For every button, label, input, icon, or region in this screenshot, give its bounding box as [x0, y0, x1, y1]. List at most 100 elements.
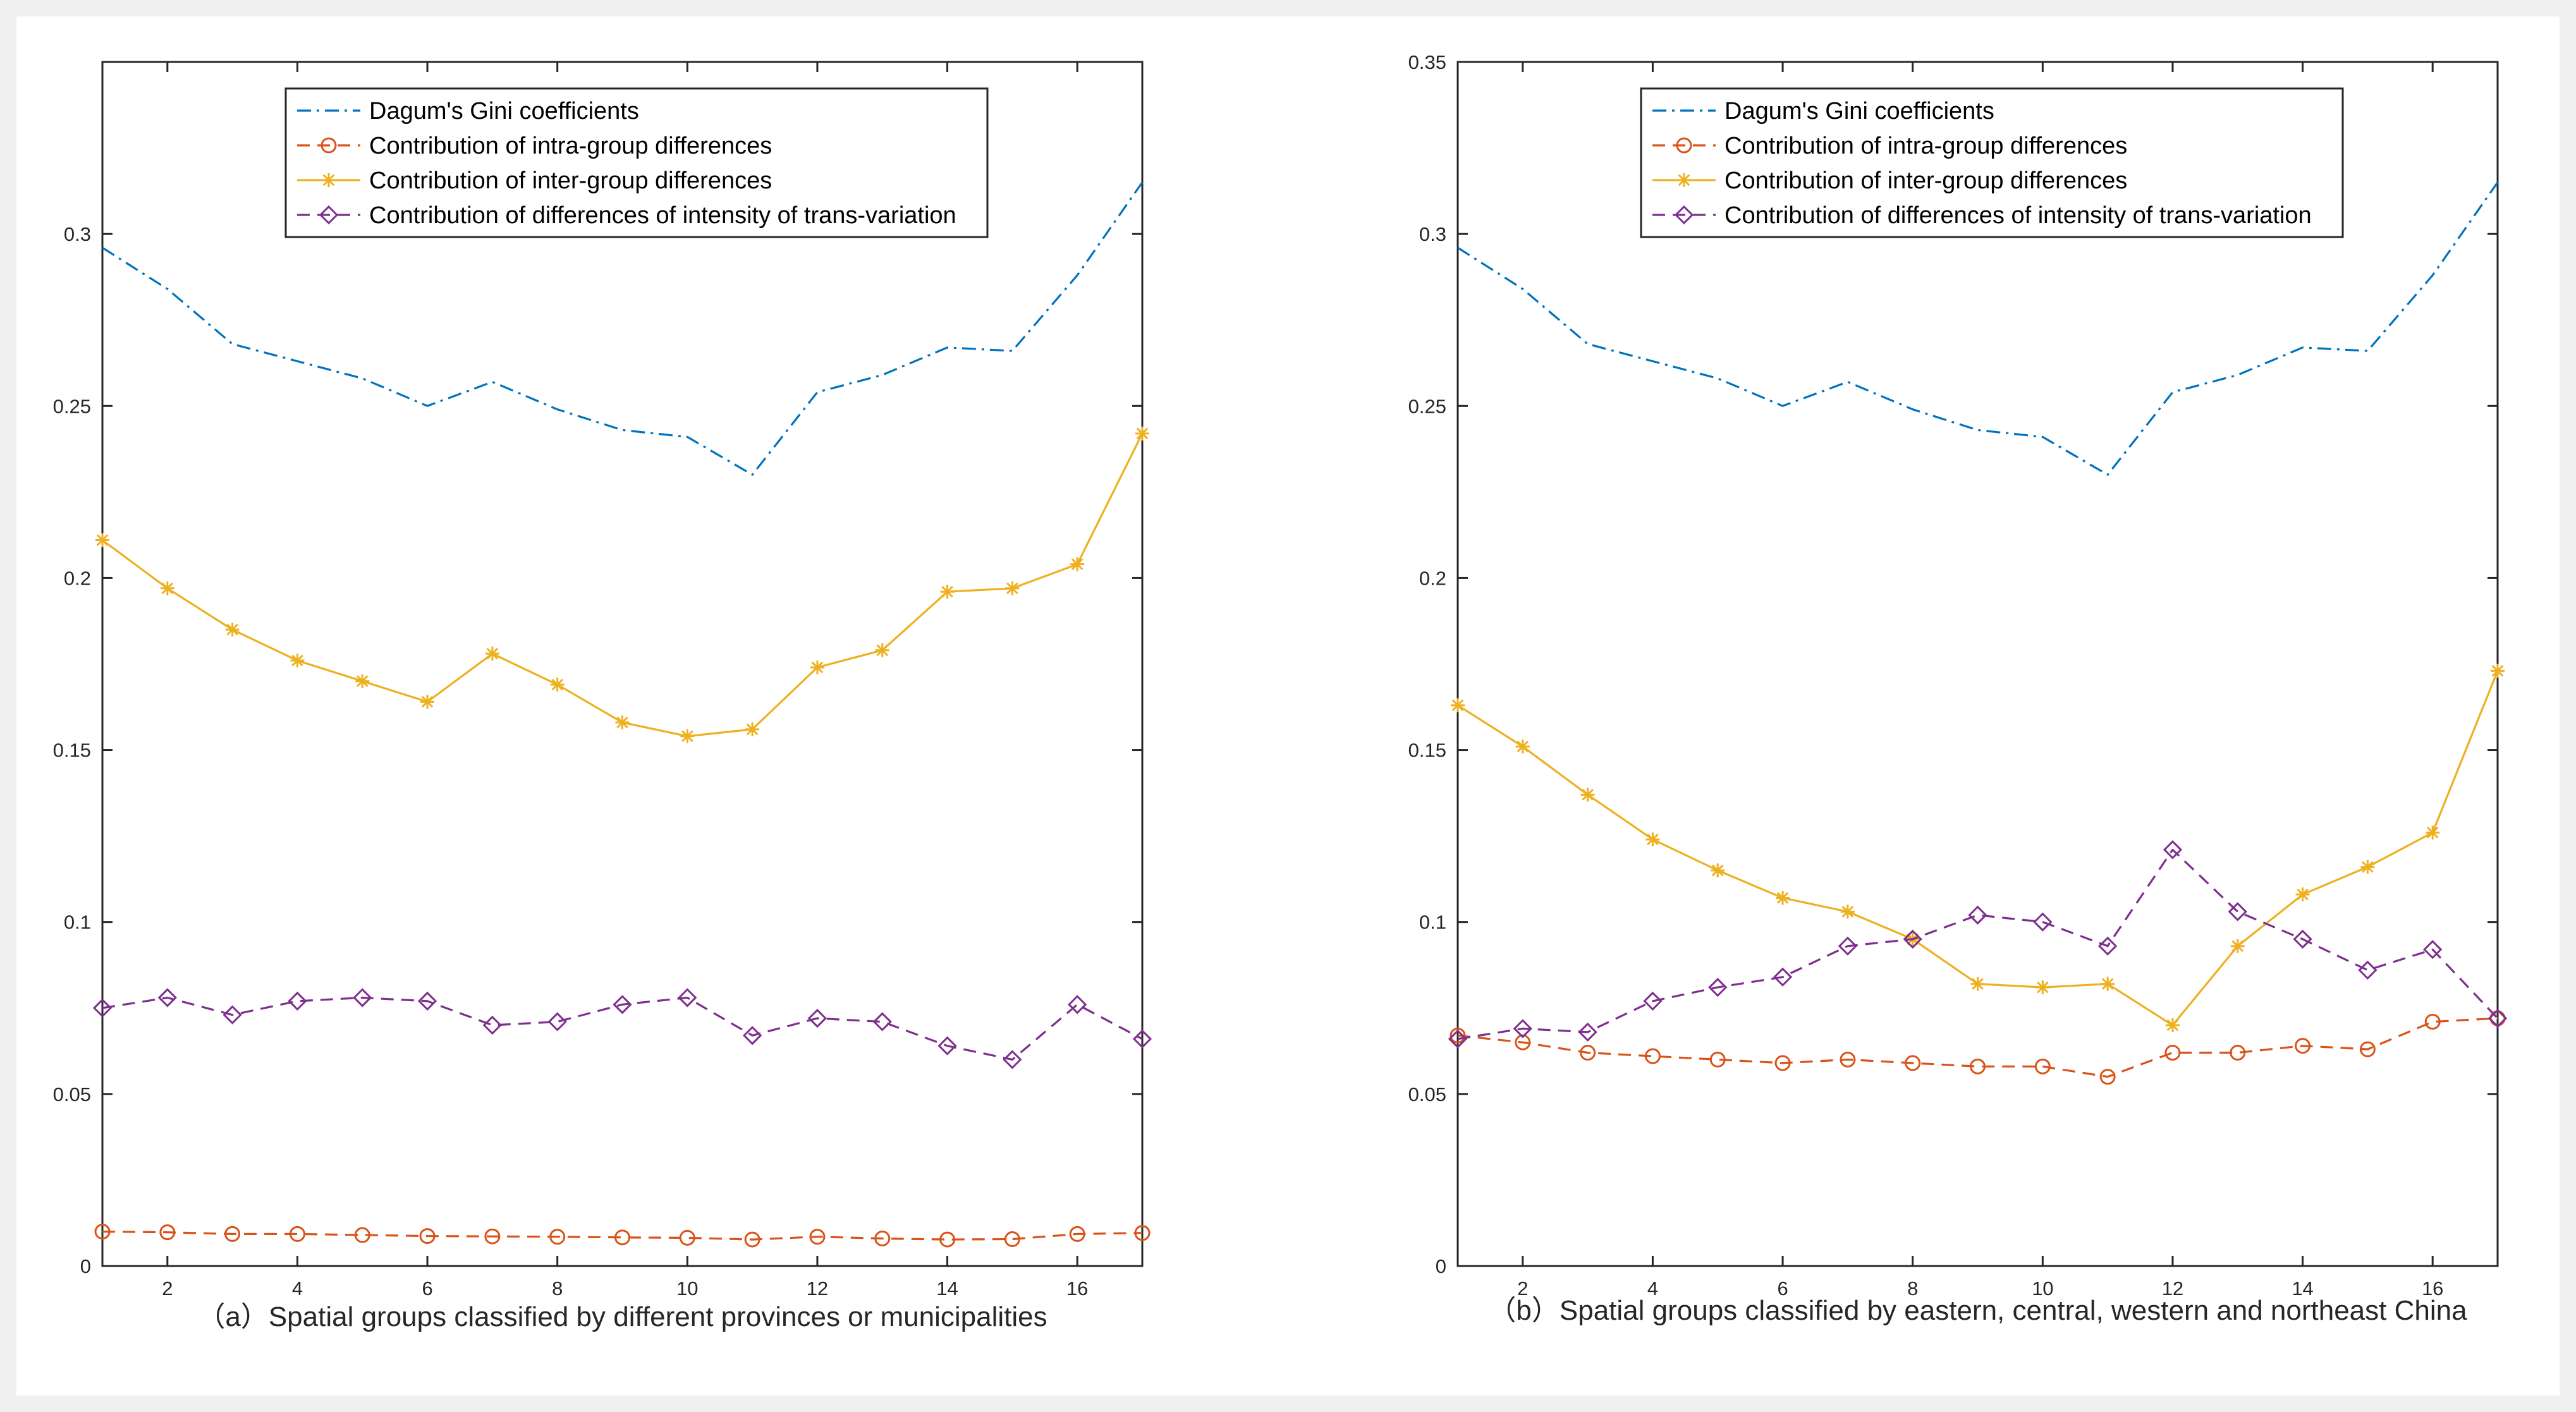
legend-label-trans: Contribution of differences of intensity… [369, 202, 956, 229]
data-point-intra [2034, 1058, 2051, 1074]
legend-box [1640, 87, 2344, 238]
data-point-inter [2165, 1018, 2180, 1032]
plot-area [1456, 61, 2499, 1267]
legend-marker-intra [1676, 137, 1692, 154]
x-tick-label: 6 [422, 1277, 432, 1299]
y-tick-label: 0 [1436, 1255, 1446, 1277]
series-line-trans [102, 996, 1143, 1061]
data-point-inter [1005, 581, 1020, 595]
data-point-inter [1135, 426, 1149, 441]
x-tick-label: 10 [676, 1277, 698, 1299]
data-point-inter [1451, 698, 1465, 712]
data-point-trans [872, 1012, 892, 1032]
y-tick-label: 0.05 [53, 1083, 91, 1105]
series-intra [94, 1224, 1151, 1248]
data-point-intra [874, 1230, 891, 1246]
data-point-trans [2358, 960, 2378, 980]
data-point-trans [353, 988, 372, 1007]
data-point-trans [2423, 940, 2443, 959]
data-point-trans [1068, 995, 1087, 1014]
data-point-trans [1708, 978, 1728, 997]
data-point-intra [2164, 1045, 2181, 1061]
series-gini [102, 181, 1144, 476]
figure: 2 4 6 8 10 12 14 16 0 0.05 0.1 0.15 0.2 0.25 0.3 Dagum'… [16, 16, 2560, 1396]
data-point-intra [809, 1229, 826, 1245]
x-tick-label: 4 [1647, 1277, 1658, 1299]
x-tick-label: 4 [292, 1277, 303, 1299]
chart-caption: （a）Spatial groups classified by differen… [197, 1301, 1047, 1332]
y-tick-label: 0.3 [1419, 223, 1446, 245]
data-point-trans [2228, 902, 2247, 922]
series-trans [92, 988, 1152, 1069]
data-point-inter [1070, 557, 1085, 571]
data-point-intra [484, 1228, 501, 1245]
data-point-inter [810, 660, 824, 674]
chart-panel-a: 2 4 6 8 10 12 14 16 0 0.05 0.1 0.15 0.2 0.25 0.3 Dagum'… [53, 61, 1152, 1332]
data-point-trans [1448, 1029, 1468, 1049]
data-point-inter [615, 715, 630, 730]
x-tick-label: 14 [936, 1277, 958, 1299]
legend-marker-inter [322, 173, 336, 187]
data-point-intra [1644, 1048, 1661, 1064]
data-point-inter [1776, 891, 1790, 905]
data-point-intra [1580, 1045, 1596, 1061]
data-point-intra [1515, 1034, 1531, 1050]
data-point-intra [1069, 1226, 1085, 1242]
data-point-intra [939, 1231, 956, 1248]
y-tick-label: 0.3 [64, 223, 91, 245]
series-inter [95, 426, 1149, 743]
data-point-intra [1004, 1231, 1020, 1248]
legend-label-inter: Contribution of inter-group differences [1724, 167, 2127, 194]
x-tick-label: 6 [1777, 1277, 1788, 1299]
legend-marker-inter [1677, 173, 1691, 187]
x-tick-label: 10 [2032, 1277, 2053, 1299]
legend-marker-trans [1674, 205, 1694, 225]
x-tick-label: 12 [807, 1277, 828, 1299]
data-point-intra [419, 1228, 436, 1245]
data-point-intra [1905, 1055, 1921, 1071]
data-point-intra [1709, 1051, 1726, 1068]
y-tick-label: 0.15 [53, 739, 91, 762]
y-tick-label: 0.2 [64, 567, 91, 589]
data-point-trans [1773, 967, 1793, 987]
data-point-intra [1970, 1058, 1986, 1074]
data-point-inter [290, 654, 305, 668]
data-point-intra [1774, 1055, 1791, 1071]
data-point-inter [1840, 904, 1855, 919]
x-tick-label: 16 [2422, 1277, 2443, 1299]
data-point-trans [547, 1012, 567, 1032]
data-point-intra [1450, 1027, 1466, 1044]
data-point-intra [2359, 1041, 2376, 1057]
data-point-inter [355, 674, 370, 688]
data-point-trans [2163, 840, 2183, 860]
y-tick-label: 0.1 [1419, 911, 1446, 934]
x-tick-label: 8 [552, 1277, 563, 1299]
legend-label-gini: Dagum's Gini coefficients [1724, 98, 1994, 125]
plot-area [101, 61, 1144, 1267]
data-point-intra [94, 1224, 111, 1240]
chart-caption: （b）Spatial groups classified by eastern,… [1488, 1295, 2467, 1326]
y-tick-label: 0.1 [64, 911, 91, 934]
legend-marker-trans [319, 205, 339, 225]
data-point-intra [224, 1226, 241, 1242]
data-point-trans [1903, 929, 1922, 949]
data-point-inter [420, 695, 435, 709]
data-point-inter [940, 585, 955, 599]
y-tick-label: 0.15 [1408, 739, 1446, 762]
data-point-intra [744, 1231, 760, 1248]
series-gini [1457, 181, 2499, 476]
data-point-trans [1838, 936, 1857, 956]
data-point-trans [223, 1005, 242, 1025]
series-trans [1448, 840, 2508, 1049]
data-point-trans [937, 1036, 957, 1056]
x-tick-label: 8 [1907, 1277, 1918, 1299]
y-tick-label: 0.25 [1408, 395, 1446, 417]
x-tick-label: 16 [1066, 1277, 1088, 1299]
data-point-inter [2295, 887, 2310, 902]
y-tick-label: 0.35 [1408, 51, 1446, 73]
data-point-intra [354, 1227, 370, 1243]
legend-box [284, 87, 989, 238]
series-line-intra [102, 1231, 1143, 1241]
data-point-trans [1968, 905, 1987, 925]
series-line-trans [1457, 848, 2499, 1040]
